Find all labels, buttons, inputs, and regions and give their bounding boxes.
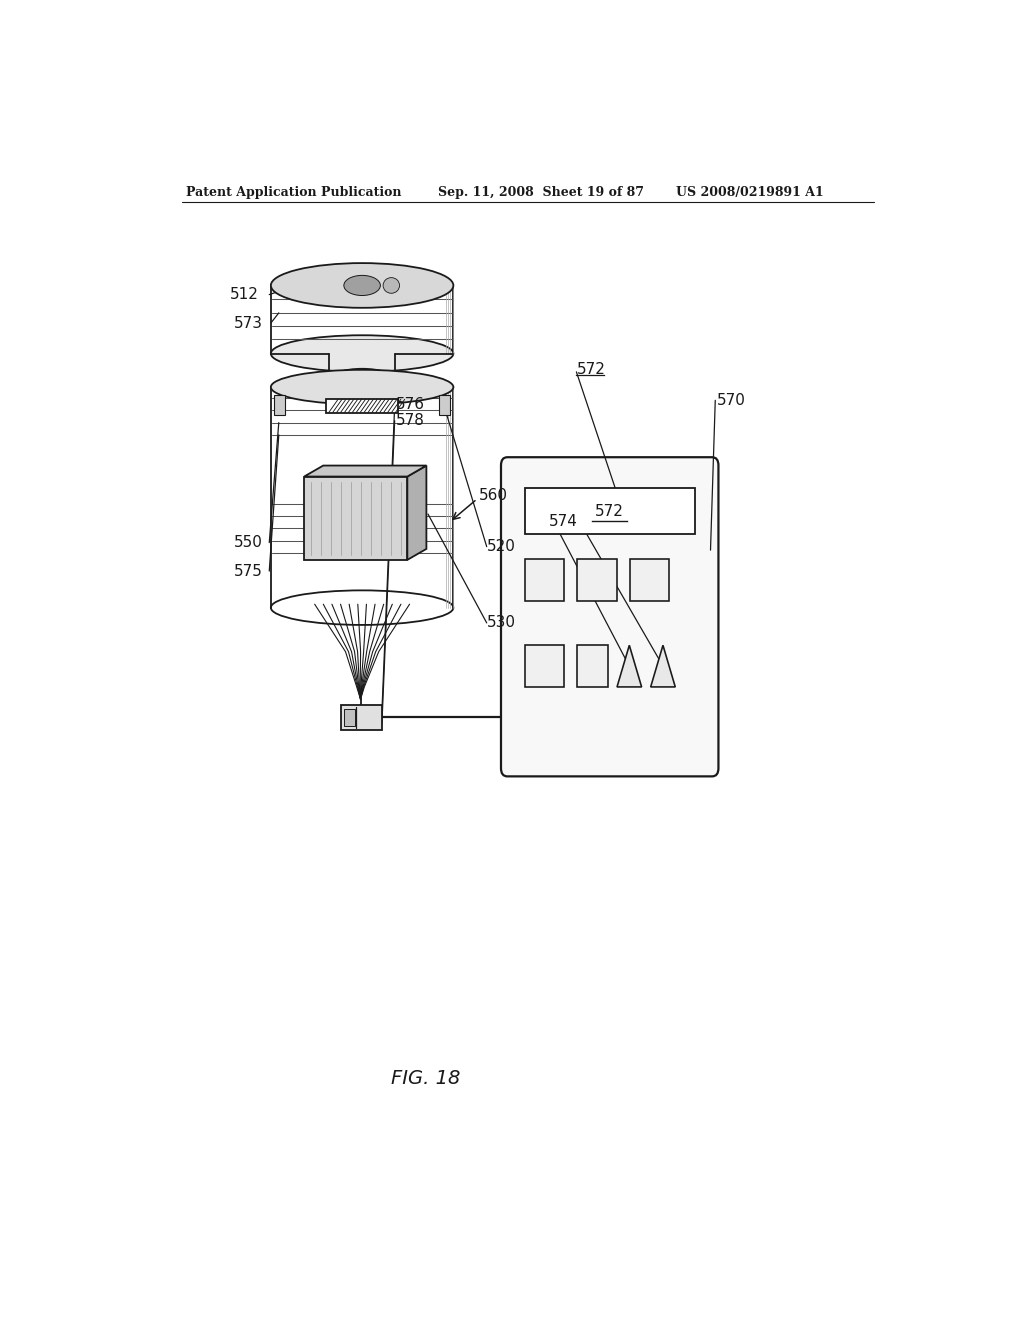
Bar <box>304 477 408 560</box>
Text: 570: 570 <box>717 393 745 408</box>
Text: 578: 578 <box>396 413 425 428</box>
Text: 573: 573 <box>233 315 262 330</box>
Text: 512: 512 <box>229 286 258 302</box>
Bar <box>524 487 694 535</box>
Ellipse shape <box>383 277 399 293</box>
Text: 550: 550 <box>233 535 262 550</box>
Bar <box>439 395 451 414</box>
Bar <box>578 645 608 686</box>
Text: 520: 520 <box>486 539 515 554</box>
Bar <box>341 705 382 730</box>
Text: 576: 576 <box>396 397 425 412</box>
Text: Sep. 11, 2008  Sheet 19 of 87: Sep. 11, 2008 Sheet 19 of 87 <box>437 186 643 199</box>
Polygon shape <box>650 645 675 686</box>
Text: 560: 560 <box>479 488 508 503</box>
Text: 574: 574 <box>549 513 578 529</box>
Bar <box>524 645 564 686</box>
Text: 572: 572 <box>577 362 605 378</box>
Polygon shape <box>408 466 426 560</box>
Ellipse shape <box>270 335 454 372</box>
Ellipse shape <box>329 368 395 391</box>
Text: 572: 572 <box>595 504 625 519</box>
Text: 575: 575 <box>233 564 262 578</box>
Ellipse shape <box>344 276 380 296</box>
FancyBboxPatch shape <box>501 457 719 776</box>
Bar <box>274 395 285 414</box>
Ellipse shape <box>270 263 454 308</box>
Text: Patent Application Publication: Patent Application Publication <box>186 186 401 199</box>
Bar <box>630 558 670 601</box>
Bar <box>524 558 564 601</box>
Ellipse shape <box>270 370 454 404</box>
Text: FIG. 18: FIG. 18 <box>391 1069 460 1088</box>
Bar <box>344 709 355 726</box>
Polygon shape <box>617 645 642 686</box>
Text: US 2008/0219891 A1: US 2008/0219891 A1 <box>676 186 823 199</box>
Polygon shape <box>304 466 426 477</box>
Text: 530: 530 <box>486 615 516 631</box>
Bar <box>327 399 397 412</box>
Bar <box>578 558 616 601</box>
